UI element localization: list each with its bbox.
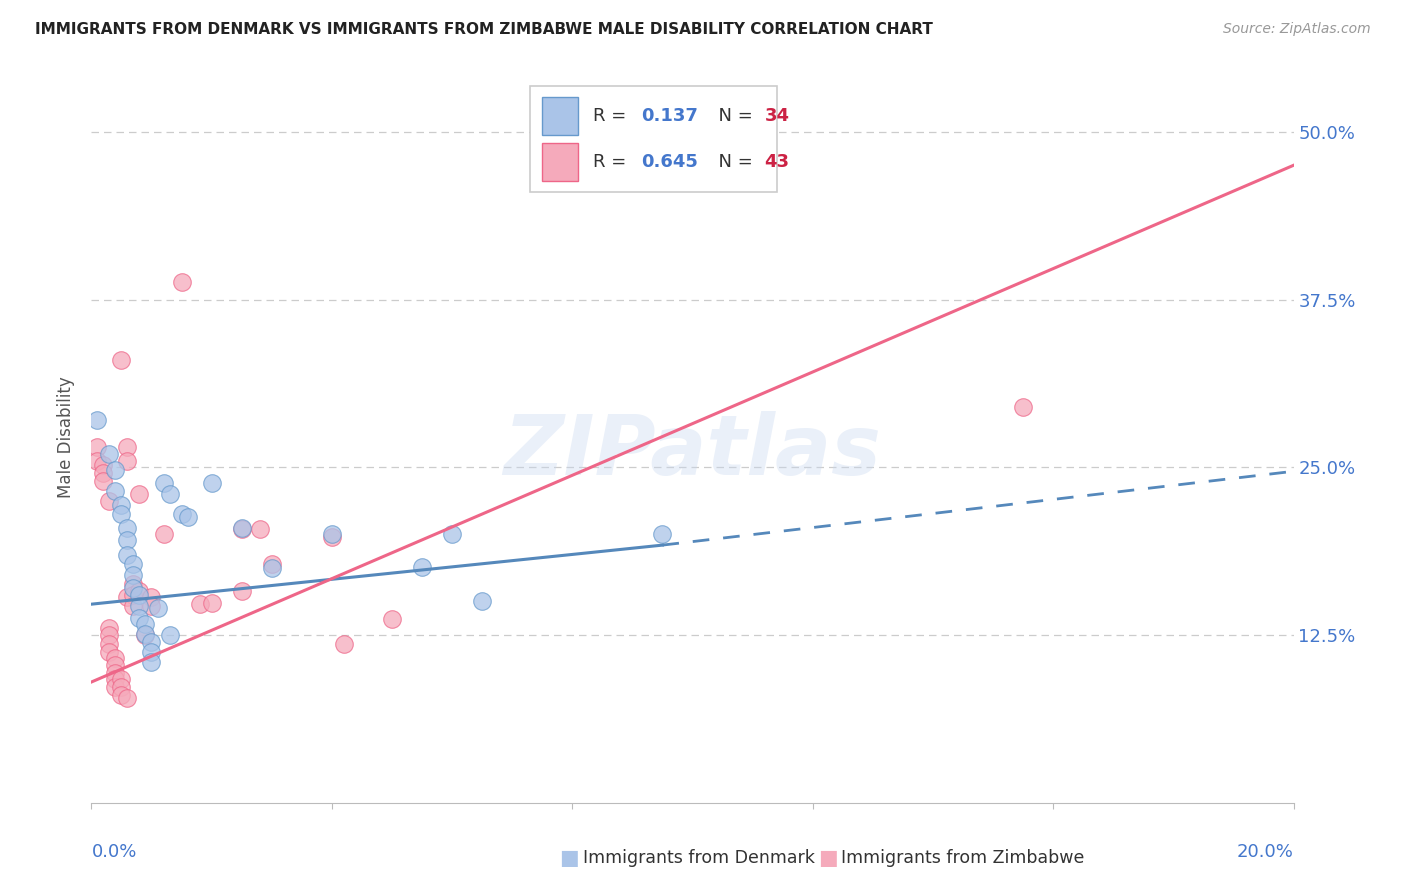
Point <box>321 530 343 544</box>
Point <box>152 476 174 491</box>
Text: Source: ZipAtlas.com: Source: ZipAtlas.com <box>1223 22 1371 37</box>
Text: Immigrants from Denmark: Immigrants from Denmark <box>583 849 815 867</box>
Point <box>122 577 145 591</box>
Point <box>104 651 127 665</box>
Text: ZIPatlas: ZIPatlas <box>503 411 882 492</box>
Point <box>141 655 163 669</box>
Text: 0.0%: 0.0% <box>91 843 136 861</box>
Point <box>128 588 150 602</box>
Point <box>201 596 224 610</box>
Point <box>141 645 163 659</box>
FancyBboxPatch shape <box>543 144 578 181</box>
Point <box>249 522 271 536</box>
Point <box>98 637 121 651</box>
Point <box>170 275 193 289</box>
Text: 0.137: 0.137 <box>641 107 697 125</box>
Point <box>104 673 127 687</box>
Point <box>117 440 139 454</box>
Point <box>110 681 132 695</box>
Point <box>231 521 253 535</box>
Point <box>110 352 132 367</box>
Point <box>128 599 150 613</box>
Text: 20.0%: 20.0% <box>1237 843 1294 861</box>
Point <box>98 493 121 508</box>
Point <box>260 561 283 575</box>
Point <box>141 634 163 648</box>
Point <box>93 466 115 480</box>
FancyBboxPatch shape <box>530 86 776 192</box>
Point <box>159 487 181 501</box>
Point <box>260 557 283 571</box>
Y-axis label: Male Disability: Male Disability <box>58 376 76 498</box>
Point <box>104 657 127 672</box>
Point <box>98 645 121 659</box>
Point <box>188 597 211 611</box>
Point <box>86 453 108 467</box>
Point <box>146 601 169 615</box>
Point <box>134 626 156 640</box>
Point <box>134 628 156 642</box>
Text: 0.645: 0.645 <box>641 153 697 171</box>
Text: 43: 43 <box>765 153 790 171</box>
Point <box>104 484 127 499</box>
Text: 34: 34 <box>765 107 790 125</box>
Point <box>104 681 127 695</box>
Point <box>134 617 156 632</box>
Point <box>110 673 132 687</box>
Point <box>122 557 145 571</box>
Text: Immigrants from Zimbabwe: Immigrants from Zimbabwe <box>841 849 1084 867</box>
Point <box>141 591 163 605</box>
Point <box>86 413 108 427</box>
Point <box>159 628 181 642</box>
Point <box>122 581 145 595</box>
Point <box>117 691 139 706</box>
Point <box>231 522 253 536</box>
Point <box>110 689 132 703</box>
Point <box>110 498 132 512</box>
Point <box>201 476 224 491</box>
Point <box>98 628 121 642</box>
Point <box>86 440 108 454</box>
Text: ■: ■ <box>818 848 838 868</box>
Text: ■: ■ <box>560 848 579 868</box>
Point <box>117 591 139 605</box>
Point <box>471 594 494 608</box>
FancyBboxPatch shape <box>543 96 578 135</box>
Point <box>440 527 463 541</box>
Point <box>1012 400 1035 414</box>
Point <box>231 583 253 598</box>
Point <box>93 458 115 472</box>
Point <box>117 533 139 547</box>
Point <box>122 588 145 602</box>
Point <box>117 521 139 535</box>
Point <box>104 463 127 477</box>
Text: R =: R = <box>593 107 631 125</box>
Point <box>152 527 174 541</box>
Point <box>98 447 121 461</box>
Point <box>333 637 356 651</box>
Point <box>117 453 139 467</box>
Point <box>128 583 150 598</box>
Point <box>170 508 193 522</box>
Text: R =: R = <box>593 153 631 171</box>
Point <box>651 527 673 541</box>
Point <box>411 559 433 574</box>
Point <box>176 510 198 524</box>
Point <box>381 612 404 626</box>
Point <box>93 474 115 488</box>
Point <box>122 567 145 582</box>
Text: IMMIGRANTS FROM DENMARK VS IMMIGRANTS FROM ZIMBABWE MALE DISABILITY CORRELATION : IMMIGRANTS FROM DENMARK VS IMMIGRANTS FR… <box>35 22 934 37</box>
Point <box>98 621 121 635</box>
Text: N =: N = <box>707 153 758 171</box>
Point <box>128 487 150 501</box>
Point <box>110 508 132 522</box>
Point <box>104 665 127 680</box>
Point <box>141 599 163 613</box>
Point <box>321 527 343 541</box>
Text: N =: N = <box>707 107 758 125</box>
Point <box>128 610 150 624</box>
Point <box>122 599 145 613</box>
Point <box>117 548 139 562</box>
